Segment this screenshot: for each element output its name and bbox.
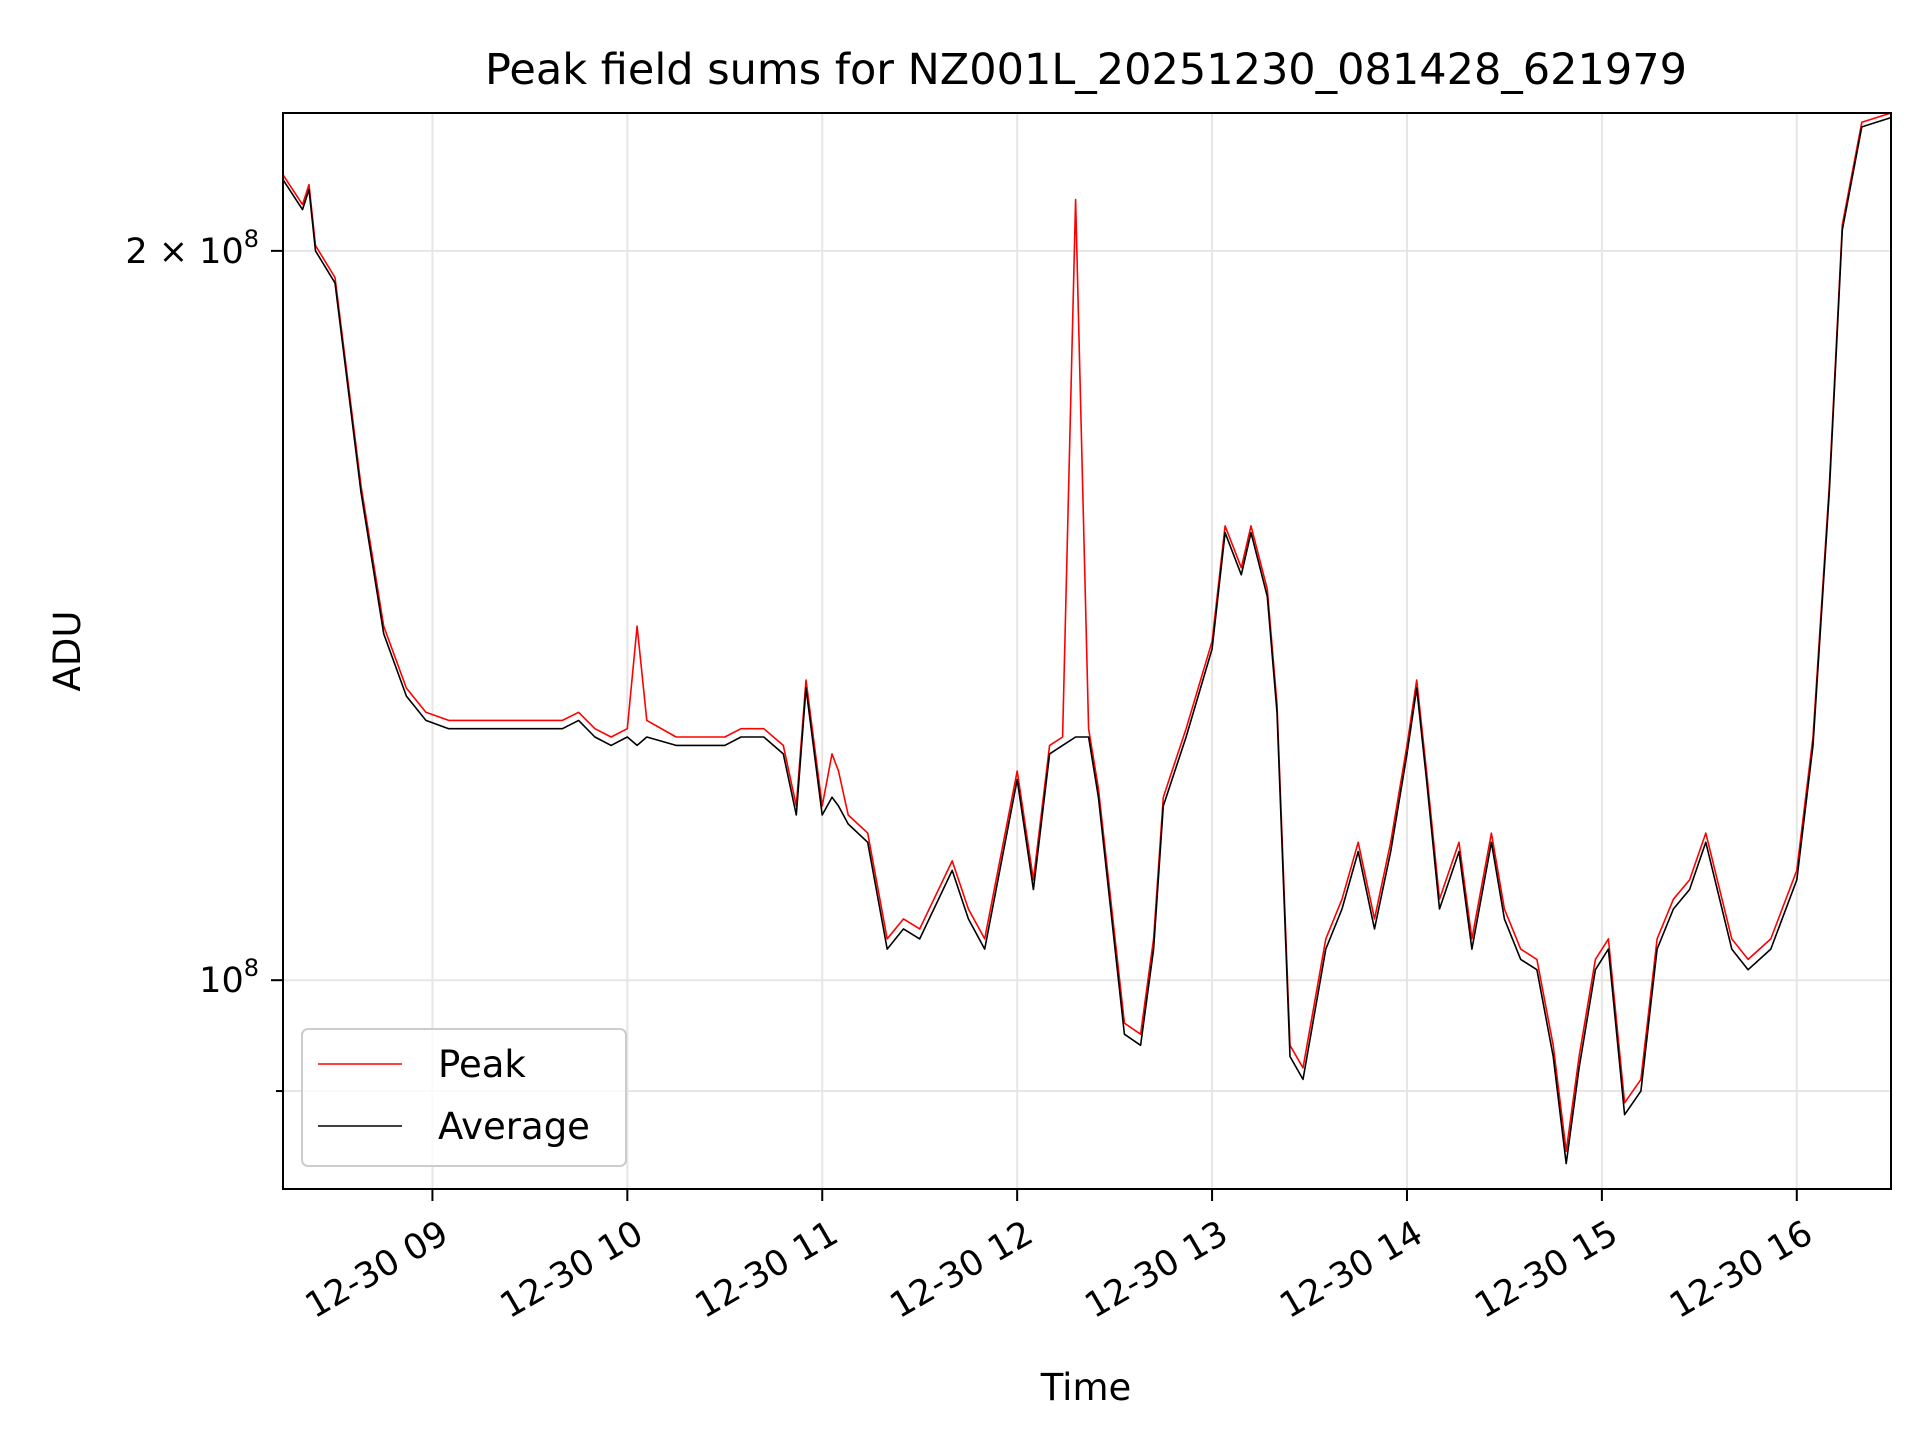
series-line-average (282, 116, 1892, 1165)
y-tick-label: 108 (199, 954, 259, 1001)
legend-label: Average (438, 1105, 590, 1148)
x-axis-label: Time (1040, 1366, 1132, 1409)
series-layer (282, 112, 1892, 1165)
y-axis-ticks: 2 × 108 108 (125, 225, 283, 1093)
legend-label: Peak (438, 1043, 526, 1086)
y-axis-label: ADU (46, 611, 89, 692)
series-line-peak (282, 112, 1892, 1152)
y-tick-label: 2 × 108 (125, 225, 259, 272)
plot-frame (282, 112, 1892, 1190)
chart-title: Peak field sums for NZ001L_20251230_0814… (485, 45, 1687, 95)
legend: Peak Average (301, 1028, 627, 1167)
